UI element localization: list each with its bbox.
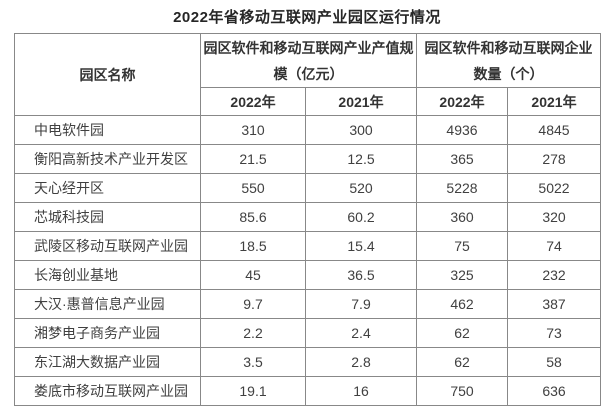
companies-2021-cell: 5022 [507, 173, 601, 203]
output-2021-cell: 16 [305, 376, 417, 406]
industry-parks-table: 园区名称 园区软件和移动互联网产业产值规模（亿元） 园区软件和移动互联网企业数量… [14, 33, 601, 406]
output-2022-cell: 18.5 [200, 231, 306, 261]
column-header-companies-2022: 2022年 [416, 87, 508, 116]
park-name-cell: 中电软件园 [14, 115, 201, 145]
companies-2022-cell: 62 [416, 347, 508, 377]
companies-2021-cell: 387 [507, 289, 601, 319]
companies-2021-cell: 58 [507, 347, 601, 377]
park-name-cell: 天心经开区 [14, 173, 201, 203]
companies-2021-cell: 74 [507, 231, 601, 261]
output-2021-cell: 7.9 [305, 289, 417, 319]
column-header-output-2021: 2021年 [305, 87, 417, 116]
column-header-park-name: 园区名称 [14, 33, 201, 116]
companies-2022-cell: 325 [416, 260, 508, 290]
output-2022-cell: 310 [200, 115, 306, 145]
table-row: 芯城科技园 85.6 60.2 360 320 [14, 202, 601, 232]
park-name-cell: 衡阳高新技术产业开发区 [14, 144, 201, 174]
output-2022-cell: 21.5 [200, 144, 306, 174]
page-title: 2022年省移动互联网产业园区运行情况 [173, 9, 441, 26]
output-2022-cell: 550 [200, 173, 306, 203]
companies-2022-cell: 5228 [416, 173, 508, 203]
output-2021-cell: 520 [305, 173, 417, 203]
companies-2022-cell: 365 [416, 144, 508, 174]
park-name-cell: 芯城科技园 [14, 202, 201, 232]
park-name-cell: 武陵区移动互联网产业园 [14, 231, 201, 261]
output-2021-cell: 15.4 [305, 231, 417, 261]
table-row: 湘梦电子商务产业园 2.2 2.4 62 73 [14, 318, 601, 348]
table-row: 天心经开区 550 520 5228 5022 [14, 173, 601, 203]
column-group-output-value: 园区软件和移动互联网产业产值规模（亿元） [200, 33, 417, 88]
table-row: 中电软件园 310 300 4936 4845 [14, 115, 601, 145]
companies-2022-cell: 75 [416, 231, 508, 261]
table-row: 娄底市移动互联网产业园 19.1 16 750 636 [14, 376, 601, 406]
park-name-cell: 长海创业基地 [14, 260, 201, 290]
output-2021-cell: 2.4 [305, 318, 417, 348]
companies-2022-cell: 750 [416, 376, 508, 406]
output-2022-cell: 9.7 [200, 289, 306, 319]
table-body: 中电软件园 310 300 4936 4845 衡阳高新技术产业开发区 21.5… [14, 115, 601, 406]
companies-2022-cell: 462 [416, 289, 508, 319]
table-row: 衡阳高新技术产业开发区 21.5 12.5 365 278 [14, 144, 601, 174]
output-2022-cell: 2.2 [200, 318, 306, 348]
companies-2021-cell: 4845 [507, 115, 601, 145]
header-year-row: 2022年 2021年 2022年 2021年 [15, 87, 601, 116]
companies-2021-cell: 278 [507, 144, 601, 174]
output-2022-cell: 85.6 [200, 202, 306, 232]
output-2021-cell: 12.5 [305, 144, 417, 174]
output-2022-cell: 45 [200, 260, 306, 290]
companies-2021-cell: 73 [507, 318, 601, 348]
table-row: 武陵区移动互联网产业园 18.5 15.4 75 74 [14, 231, 601, 261]
park-name-cell: 娄底市移动互联网产业园 [14, 376, 201, 406]
output-2021-cell: 300 [305, 115, 417, 145]
park-name-cell: 东江湖大数据产业园 [14, 347, 201, 377]
table-row: 东江湖大数据产业园 3.5 2.8 62 58 [14, 347, 601, 377]
table-row: 大汉·惠普信息产业园 9.7 7.9 462 387 [14, 289, 601, 319]
column-header-companies-2021: 2021年 [507, 87, 601, 116]
companies-2021-cell: 636 [507, 376, 601, 406]
companies-2022-cell: 62 [416, 318, 508, 348]
output-2021-cell: 60.2 [305, 202, 417, 232]
column-header-output-2022: 2022年 [200, 87, 306, 116]
output-2022-cell: 3.5 [200, 347, 306, 377]
companies-2021-cell: 320 [507, 202, 601, 232]
table-row: 长海创业基地 45 36.5 325 232 [14, 260, 601, 290]
output-2021-cell: 2.8 [305, 347, 417, 377]
output-2021-cell: 36.5 [305, 260, 417, 290]
table-header: 园区名称 园区软件和移动互联网产业产值规模（亿元） 园区软件和移动互联网企业数量… [14, 33, 601, 116]
header-group-row: 园区名称 园区软件和移动互联网产业产值规模（亿元） 园区软件和移动互联网企业数量… [14, 33, 601, 116]
companies-2022-cell: 4936 [416, 115, 508, 145]
output-2022-cell: 19.1 [200, 376, 306, 406]
park-name-cell: 湘梦电子商务产业园 [14, 318, 201, 348]
companies-2022-cell: 360 [416, 202, 508, 232]
park-name-cell: 大汉·惠普信息产业园 [14, 289, 201, 319]
companies-2021-cell: 232 [507, 260, 601, 290]
column-group-company-count: 园区软件和移动互联网企业数量（个） [416, 33, 601, 88]
